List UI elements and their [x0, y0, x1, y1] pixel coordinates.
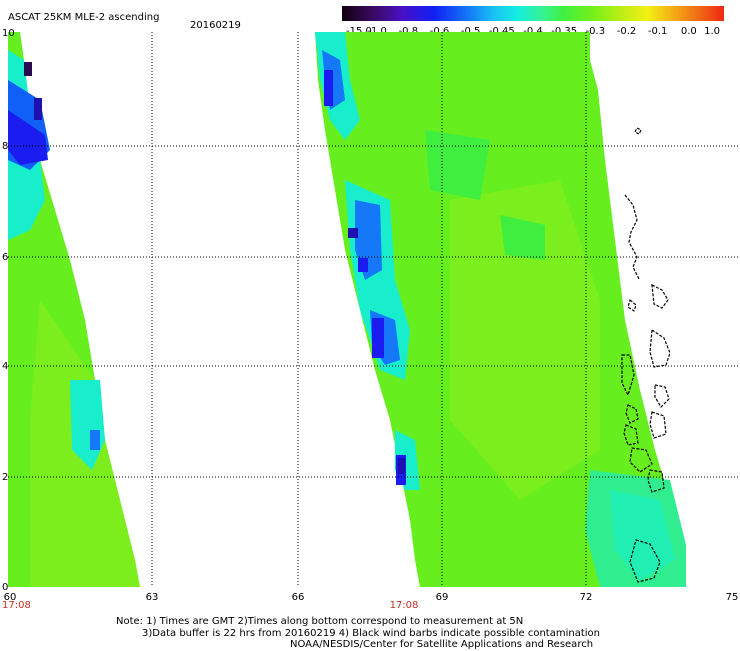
x-axis-label: 60: [4, 592, 17, 603]
note-line-3: NOAA/NESDIS/Center for Satellite Applica…: [290, 639, 594, 650]
colorbar-tick-label: -0.45: [489, 26, 515, 37]
x-axis-label: 63: [146, 592, 159, 603]
map-grid: [8, 32, 740, 587]
colorbar-tick-label: -0.3: [586, 26, 606, 37]
colorbar-tick-label: -0.4: [523, 26, 543, 37]
y-axis-label: 6: [2, 252, 8, 263]
colorbar-tick-label: 0.0: [681, 26, 697, 37]
colorbar-tick-label: 1.0: [704, 26, 720, 37]
y-axis-label: 2: [2, 472, 8, 483]
colorbar-tick-label: -0.8: [399, 26, 419, 37]
colorbar: -15.0 -1.0 -0.8 -0.6 -0.5 -0.45 -0.4 -0.35 -0.3-…: [342, 6, 724, 38]
colorbar-tick-label: -0.1: [648, 26, 668, 37]
left-time-label: 17:08: [2, 600, 31, 611]
x-axis-label: 66: [292, 592, 305, 603]
colorbar-tick-label: -0.2: [617, 26, 637, 37]
product-date: 20160219: [190, 20, 241, 31]
axis-labels: 10 8 6 4 2 060 63 17:08 66 69 72 75 17:08: [2, 28, 738, 611]
x-axis-label: 69: [436, 592, 449, 603]
colorbar-tick-label: -0.5: [461, 26, 481, 37]
y-axis-label: 0: [2, 582, 8, 593]
colorbar-tick-label: -1.0: [367, 26, 387, 37]
left-swath: [8, 32, 140, 587]
colorbar-tick-label: -0.35: [551, 26, 577, 37]
colorbar-svg: -15.0-1.0 -0.8 -0.6 -0.5 -0.45 -0.4 -0.35 -0.3-…: [342, 6, 724, 37]
colorbar-labels: -15.0-1.0 -0.8 -0.6 -0.5 -0.45 -0.4 -0.35 -0.3-…: [346, 26, 720, 37]
note-line-2: 3)Data buffer is 22 hrs from 20160219 4)…: [142, 628, 600, 639]
right-time-label: 17:08: [390, 600, 419, 611]
colorbar-tick-label: -15.0: [346, 26, 372, 37]
note-line-1: Note: 1) Times are GMT 2)Times along bot…: [116, 616, 524, 627]
right-swath: [315, 32, 686, 587]
colorbar-tick-label: -0.6: [430, 26, 450, 37]
colorbar-strip: [342, 6, 724, 21]
product-title: ASCAT 25KM MLE-2 ascending: [8, 12, 160, 23]
y-axis-label: 8: [2, 141, 8, 152]
x-axis-label: 75: [726, 592, 739, 603]
island-outlines: [621, 127, 671, 583]
y-axis-label: 10: [2, 28, 15, 39]
y-axis-label: 4: [2, 361, 8, 372]
x-axis-label: 72: [580, 592, 593, 603]
